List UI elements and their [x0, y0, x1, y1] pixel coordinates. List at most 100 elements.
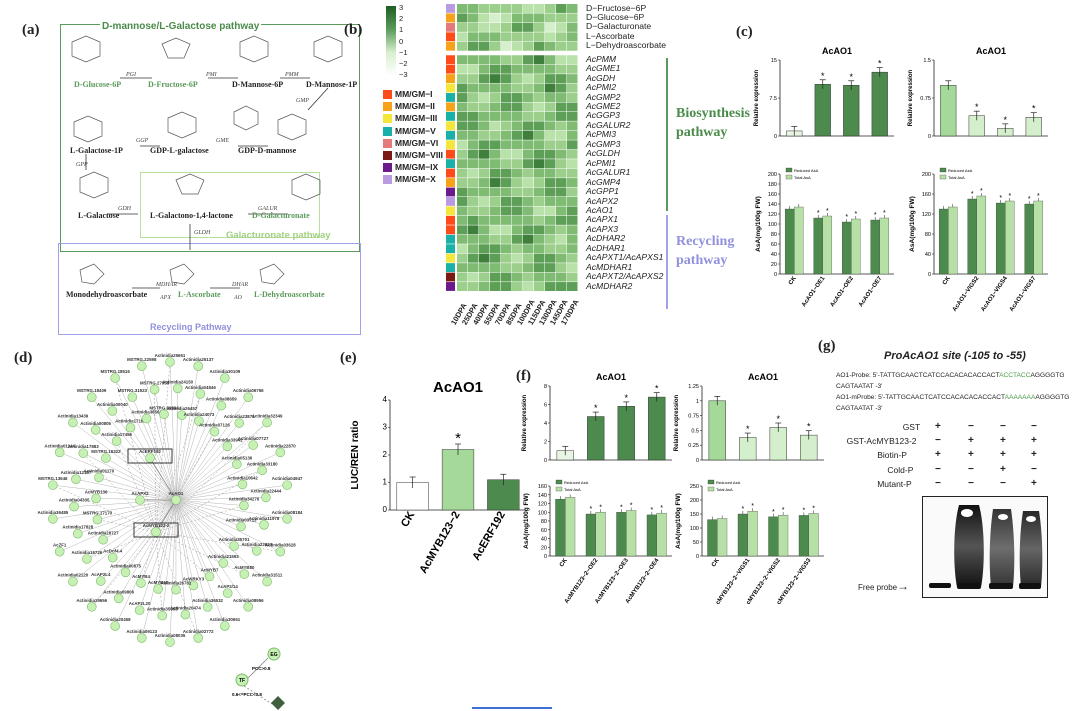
module-color-cell: [446, 102, 455, 112]
panel-c-label: (c): [736, 24, 753, 40]
network-node: [262, 417, 272, 428]
network-edge: [175, 499, 226, 627]
network-node: [251, 546, 262, 556]
heatmap-cell: [457, 272, 468, 282]
heatmap-cell: [512, 253, 523, 263]
panel-f-label: (f): [516, 368, 531, 384]
heatmap-cell: [545, 64, 556, 74]
network-node-label: Actinidia25651: [155, 353, 186, 358]
network-edge: [175, 366, 199, 501]
x-category-label: AcAO1−VIGS7: [1009, 275, 1038, 313]
probe-seq-highlight: ACCTACC: [999, 372, 1031, 379]
y-tick-label: 120: [538, 502, 547, 508]
y-tick-label: 6: [544, 403, 547, 409]
network-node: [234, 418, 245, 428]
heatmap-cell: [556, 159, 567, 169]
network-node: [282, 480, 292, 490]
enzyme-pmi: PMI: [206, 72, 217, 78]
heatmap-cell: [468, 55, 479, 65]
network-edge: [175, 484, 288, 501]
heatmap-cell: [567, 159, 578, 169]
enzyme-pgi: PGI: [126, 72, 136, 78]
heatmap-cell: [523, 41, 534, 51]
heatmap-cell: [556, 263, 567, 273]
heatmap-cell: [490, 272, 501, 282]
heatmap-cell: [534, 197, 545, 206]
heatmap-cell: [457, 159, 468, 169]
heatmap-cell: [523, 74, 534, 84]
network-node: [54, 447, 65, 458]
heatmap-cell: [534, 234, 545, 244]
heatmap-cell: [512, 244, 523, 254]
heatmap-cell: [490, 206, 501, 216]
colorbar-tick-label: 3: [399, 3, 404, 12]
network-node: [188, 580, 199, 591]
y-tick-label: 160: [768, 192, 777, 198]
heatmap-cell: [556, 74, 567, 84]
mprobe-seq-prefix: AO1-mProbe: 5'-TATTGCAACTCATCCACACACACCA…: [836, 394, 1005, 401]
emsa-sign: −: [935, 477, 941, 489]
network-node: [91, 493, 101, 504]
y-tick-label: 4: [383, 395, 388, 404]
heatmap-cell: [457, 168, 468, 178]
heatmap-cell: [523, 93, 534, 102]
network-edge: [175, 499, 245, 575]
heatmap-cell: [501, 93, 512, 102]
bar-total-asa: [778, 514, 789, 557]
network-node-label: AcWRKY3: [183, 576, 205, 581]
probe-sequences: AO1-Probe: 5'-TATTGCAACTCATCCACACACACCAC…: [836, 370, 1076, 414]
heatmap: [446, 4, 578, 291]
heatmap-cell: [468, 272, 479, 282]
network-edge: [175, 377, 226, 501]
module-legend-swatch: [383, 163, 392, 173]
y-tick-label: 0: [383, 505, 388, 514]
heatmap-cell: [534, 130, 545, 140]
heatmap-cell: [501, 187, 512, 197]
legend-tf-label: TF: [239, 678, 245, 684]
probe-seq-end: CAGTAATAT -3': [836, 383, 883, 390]
heatmap-cell: [479, 234, 490, 244]
enzyme-pmm: PMM: [285, 72, 299, 78]
module-color-cell: [446, 178, 455, 187]
module-color-cell: [446, 130, 455, 140]
heatmap-cell: [556, 121, 567, 131]
mprobe-seq-highlight: AAAAAAA: [1004, 394, 1036, 401]
heatmap-cell: [545, 74, 556, 84]
heatmap-cell: [556, 93, 567, 102]
heatmap-cell: [567, 244, 578, 254]
enzyme-gpp: GPP: [76, 162, 88, 168]
network-node: [135, 495, 145, 505]
free-probe-label: Free probe: [858, 583, 898, 592]
probe-seq-prefix: AO1-Probe: 5'-TATTGCAACTCATCCACACACACCAC…: [836, 372, 1000, 379]
network-node-label: Actinidia04846: [185, 385, 216, 390]
heatmap-cell: [512, 225, 523, 235]
heatmap-cell: [479, 178, 490, 188]
heatmap-row-label: D−Fructose−6P: [586, 2, 647, 13]
legend-eg-node: [267, 647, 281, 661]
network-node: [275, 447, 286, 458]
module-legend-label: MM/GM−VI: [395, 137, 439, 148]
network-node: [204, 571, 215, 582]
heatmap-cell: [501, 206, 512, 216]
heatmap-cell: [457, 178, 468, 188]
module-legend-label: MM/GM−VIII: [395, 150, 443, 160]
module-color-cell: [446, 197, 455, 206]
heatmap-cell: [523, 55, 534, 65]
heatmap-cell: [468, 130, 479, 140]
x-category-label: AcMYB123−2−OE2: [564, 557, 600, 604]
network-node-label: AcAP2/14: [218, 584, 239, 589]
bar-total-asa: [851, 218, 861, 275]
network-node-label: Actinidia02120: [58, 573, 89, 578]
heatmap-cell: [457, 41, 468, 51]
significance-star: *: [651, 507, 654, 514]
network-node-label: AcDof4.4: [103, 549, 123, 554]
heatmap-cell: [490, 140, 501, 150]
panel-d-label: (d): [14, 350, 33, 366]
network-node: [282, 514, 292, 524]
network-edge: [175, 499, 288, 520]
significance-star: *: [849, 72, 853, 82]
chart-title: AcAO1: [596, 372, 626, 382]
heatmap-cell: [501, 282, 512, 291]
heatmap-cell: [523, 102, 534, 112]
heatmap-cell: [567, 263, 578, 273]
